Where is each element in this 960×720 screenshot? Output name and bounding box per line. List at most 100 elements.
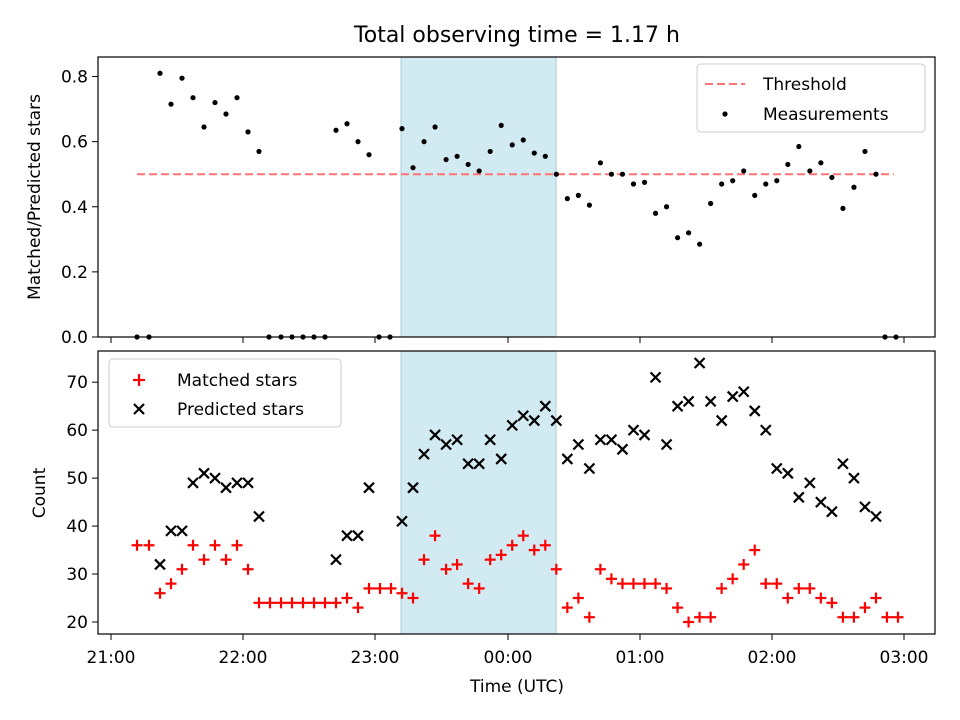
matched-star-point: [826, 597, 838, 609]
measurement-point: [774, 178, 780, 184]
predicted-star-point: [605, 433, 618, 446]
predicted-star-point: [187, 477, 199, 489]
matched-star-point: [506, 539, 518, 551]
bottom-y-axis-label: Count: [30, 467, 50, 518]
matched-star-point: [627, 578, 639, 590]
matched-star-point: [297, 597, 309, 609]
measurement-point: [366, 152, 372, 158]
measurement-point: [862, 148, 868, 155]
measurement-point: [190, 95, 196, 101]
matched-star-point: [837, 611, 849, 623]
predicted-star-point: [209, 472, 221, 484]
measurement-point: [641, 179, 648, 185]
predicted-star-point: [815, 496, 827, 508]
predicted-star-point: [804, 477, 816, 489]
measurement-point: [730, 178, 736, 184]
predicted-star-point: [231, 477, 243, 489]
measurement-point: [201, 124, 207, 130]
matched-star-point: [738, 558, 750, 570]
measurement-point: [498, 122, 504, 128]
matched-star-point: [661, 582, 673, 594]
measurement-point: [245, 129, 251, 135]
measurement-point: [840, 205, 846, 211]
measurement-point: [399, 126, 405, 132]
predicted-star-point: [627, 424, 640, 436]
matched-star-point: [319, 597, 331, 609]
predicted-star-point: [550, 414, 563, 427]
predicted-star-point: [660, 438, 673, 451]
measurement-point: [608, 171, 615, 177]
bottom-legend: Matched stars Predicted stars: [108, 358, 342, 428]
measurement-point: [454, 153, 460, 159]
matched-star-point: [374, 582, 386, 594]
top-y-axis-label: Matched/Predicted stars: [25, 94, 45, 300]
measurement-point: [509, 142, 515, 148]
matched-star-point: [694, 611, 706, 623]
measurement-point: [851, 184, 857, 190]
measurement-point: [818, 160, 824, 166]
matched-star-point: [638, 578, 650, 590]
predicted-star-point: [495, 453, 507, 465]
predicted-star-point: [671, 400, 684, 412]
measurement-point: [697, 241, 703, 247]
matched-star-point: [848, 611, 860, 623]
measurement-point: [564, 196, 570, 202]
measurement-point: [223, 111, 229, 117]
matched-star-point: [561, 602, 573, 614]
chart-title: Total observing time = 1.17 h: [353, 23, 680, 48]
bottom-y-tick-label: 20: [66, 613, 88, 633]
predicted-star-point: [726, 390, 739, 403]
predicted-star-point: [715, 414, 728, 427]
measurement-point: [432, 124, 438, 130]
predicted-star-point: [748, 405, 761, 417]
matched-star-point: [495, 549, 507, 561]
measurement-point: [741, 168, 747, 174]
predicted-star-point: [616, 443, 629, 456]
predicted-star-point: [341, 529, 353, 542]
threshold-legend-label: Threshold: [762, 75, 847, 95]
predicted-star-point: [837, 457, 849, 470]
predicted-star-point: [451, 433, 463, 446]
predicted-star-point: [793, 491, 805, 504]
measurement-point: [873, 171, 879, 177]
matched-star-point: [484, 554, 496, 566]
matched-star-point: [176, 563, 188, 575]
matched-star-point: [198, 554, 210, 566]
matched-star-point: [440, 563, 452, 575]
bottom-y-ticks: 20 30 40 50 60 70: [66, 373, 98, 633]
matched-star-point: [517, 530, 529, 542]
predicted-star-point: [440, 438, 452, 451]
predicted-star-point: [176, 525, 188, 537]
predicted-star-point: [638, 429, 651, 441]
matched-star-point: [892, 611, 904, 623]
matched-star-point: [782, 592, 794, 604]
measurement-point: [520, 137, 526, 143]
matched-star-point: [341, 592, 353, 604]
predicted-star-point: [737, 385, 750, 398]
matched-star-point: [859, 602, 871, 614]
bottom-y-tick-label: 70: [66, 373, 88, 393]
top-axes-frame: [97, 56, 936, 338]
predicted-star-point: [528, 414, 541, 427]
predicted-star-point: [429, 429, 441, 441]
top-y-tick-label: 0.8: [61, 68, 88, 88]
matched-star-point: [760, 578, 772, 590]
measurement-point: [652, 210, 659, 216]
matched-star-point: [771, 578, 783, 590]
matched-legend-label: Matched stars: [177, 371, 297, 391]
top-highlight-band: [400, 56, 557, 338]
matched-star-point: [231, 539, 243, 551]
bottom-x-tick-label: 03:00: [880, 648, 929, 668]
predicted-star-point: [253, 510, 265, 523]
bottom-legend-box: [108, 358, 342, 428]
predicted-star-point: [572, 438, 585, 451]
bottom-panel: 20 30 40 50 60 70 21:00 22:00 23:00 00:00 01:00 02…: [30, 350, 936, 697]
predicted-star-point: [396, 515, 408, 528]
predicted-star-point: [484, 433, 496, 446]
predicted-star-point: [352, 529, 364, 542]
matched-star-point: [716, 582, 728, 594]
measurements-legend-label: Measurements: [763, 105, 889, 125]
bottom-axes-frame: [97, 350, 936, 635]
predicted-star-point: [561, 453, 574, 465]
matched-star-point: [165, 578, 177, 590]
